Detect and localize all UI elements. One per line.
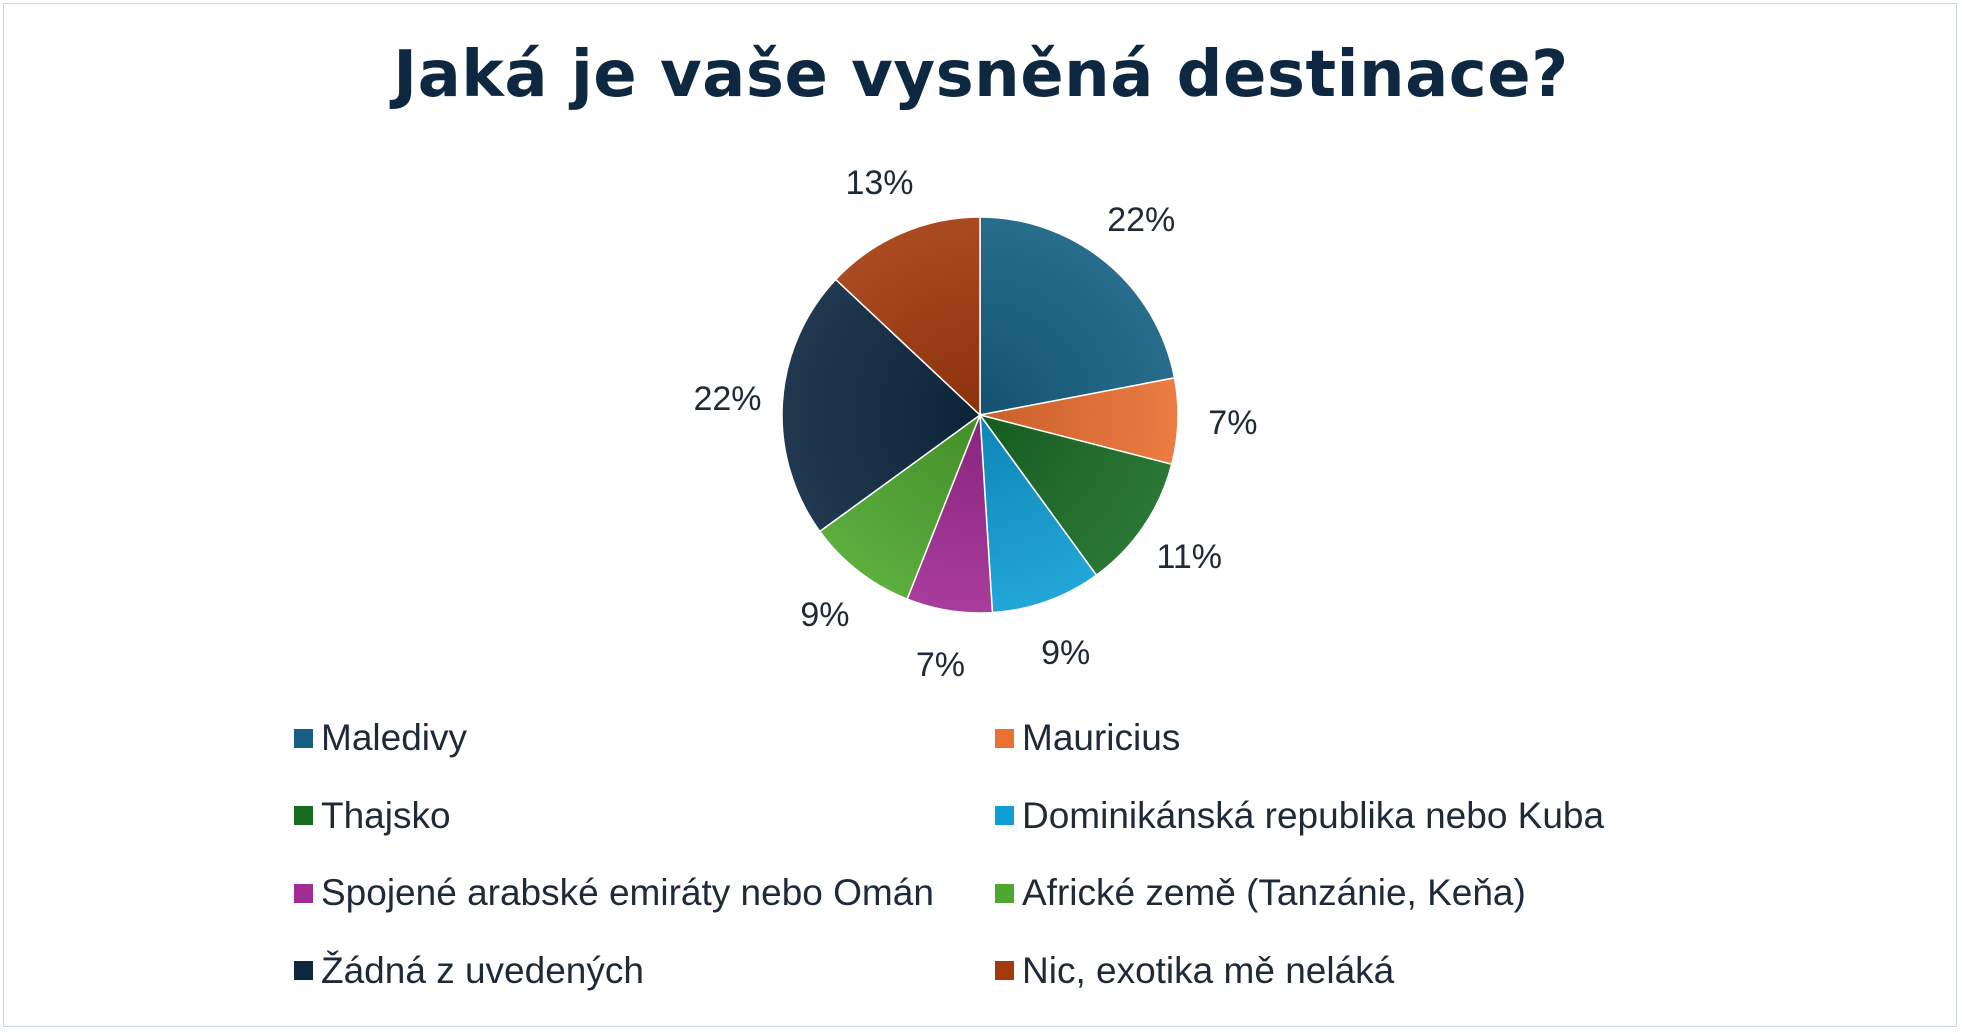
legend-swatch-3 [995, 806, 1014, 825]
legend-swatch-2 [294, 806, 313, 825]
legend-swatch-1 [995, 728, 1014, 748]
pie-slice-0 [979, 216, 1176, 416]
legend-item-0: Maledivy [294, 713, 467, 763]
legend-item-5: Africké země (Tanzánie, Keňa) [995, 868, 1526, 918]
legend-label-6: Žádná z uvedených [321, 949, 644, 991]
legend-item-4: Spojené arabské emiráty nebo Omán [294, 868, 934, 918]
legend-swatch-6 [294, 961, 313, 980]
data-label-7: 13% [845, 164, 913, 202]
data-label-4: 7% [916, 646, 965, 684]
legend-label-1: Mauricius [1022, 717, 1181, 758]
legend-swatch-5 [995, 883, 1014, 903]
data-label-5: 9% [800, 596, 849, 634]
chart-title: Jaká je vaše vysněná destinace? [393, 38, 1569, 112]
pie-data-labels: 22% 7% 11% 9% 7% 9% 22% 13% [693, 164, 1257, 684]
legend-item-6: Žádná z uvedených [294, 946, 644, 996]
data-label-2: 11% [1156, 538, 1222, 576]
legend-swatch-4 [294, 883, 313, 903]
legend-item-3: Dominikánská republika nebo Kuba [995, 791, 1604, 841]
legend-item-2: Thajsko [294, 791, 451, 841]
data-label-6: 22% [693, 380, 761, 418]
legend-swatch-0 [294, 728, 313, 748]
legend-item-1: Mauricius [995, 713, 1180, 763]
pie-slice-3 [979, 412, 1098, 614]
pie-slice-6 [781, 278, 982, 533]
data-label-3: 9% [1041, 634, 1090, 672]
pie-slice-7 [834, 216, 981, 417]
legend-label-7: Nic, exotika mě neláká [1022, 949, 1395, 991]
legend-label-2: Thajsko [321, 794, 451, 836]
legend-label-3: Dominikánská republika nebo Kuba [1022, 794, 1605, 836]
pie-slices [781, 216, 1179, 614]
data-label-0: 22% [1107, 201, 1175, 239]
pie-slice-2 [978, 413, 1173, 577]
legend-label-4: Spojené arabské emiráty nebo Omán [321, 872, 934, 913]
legend-swatch-7 [995, 961, 1014, 980]
pie-slice-5 [818, 412, 982, 601]
data-label-1: 7% [1208, 404, 1257, 442]
legend-item-7: Nic, exotika mě neláká [995, 946, 1394, 996]
legend-label-5: Africké země (Tanzánie, Keňa) [1022, 872, 1526, 913]
legend-label-0: Maledivy [321, 717, 467, 758]
